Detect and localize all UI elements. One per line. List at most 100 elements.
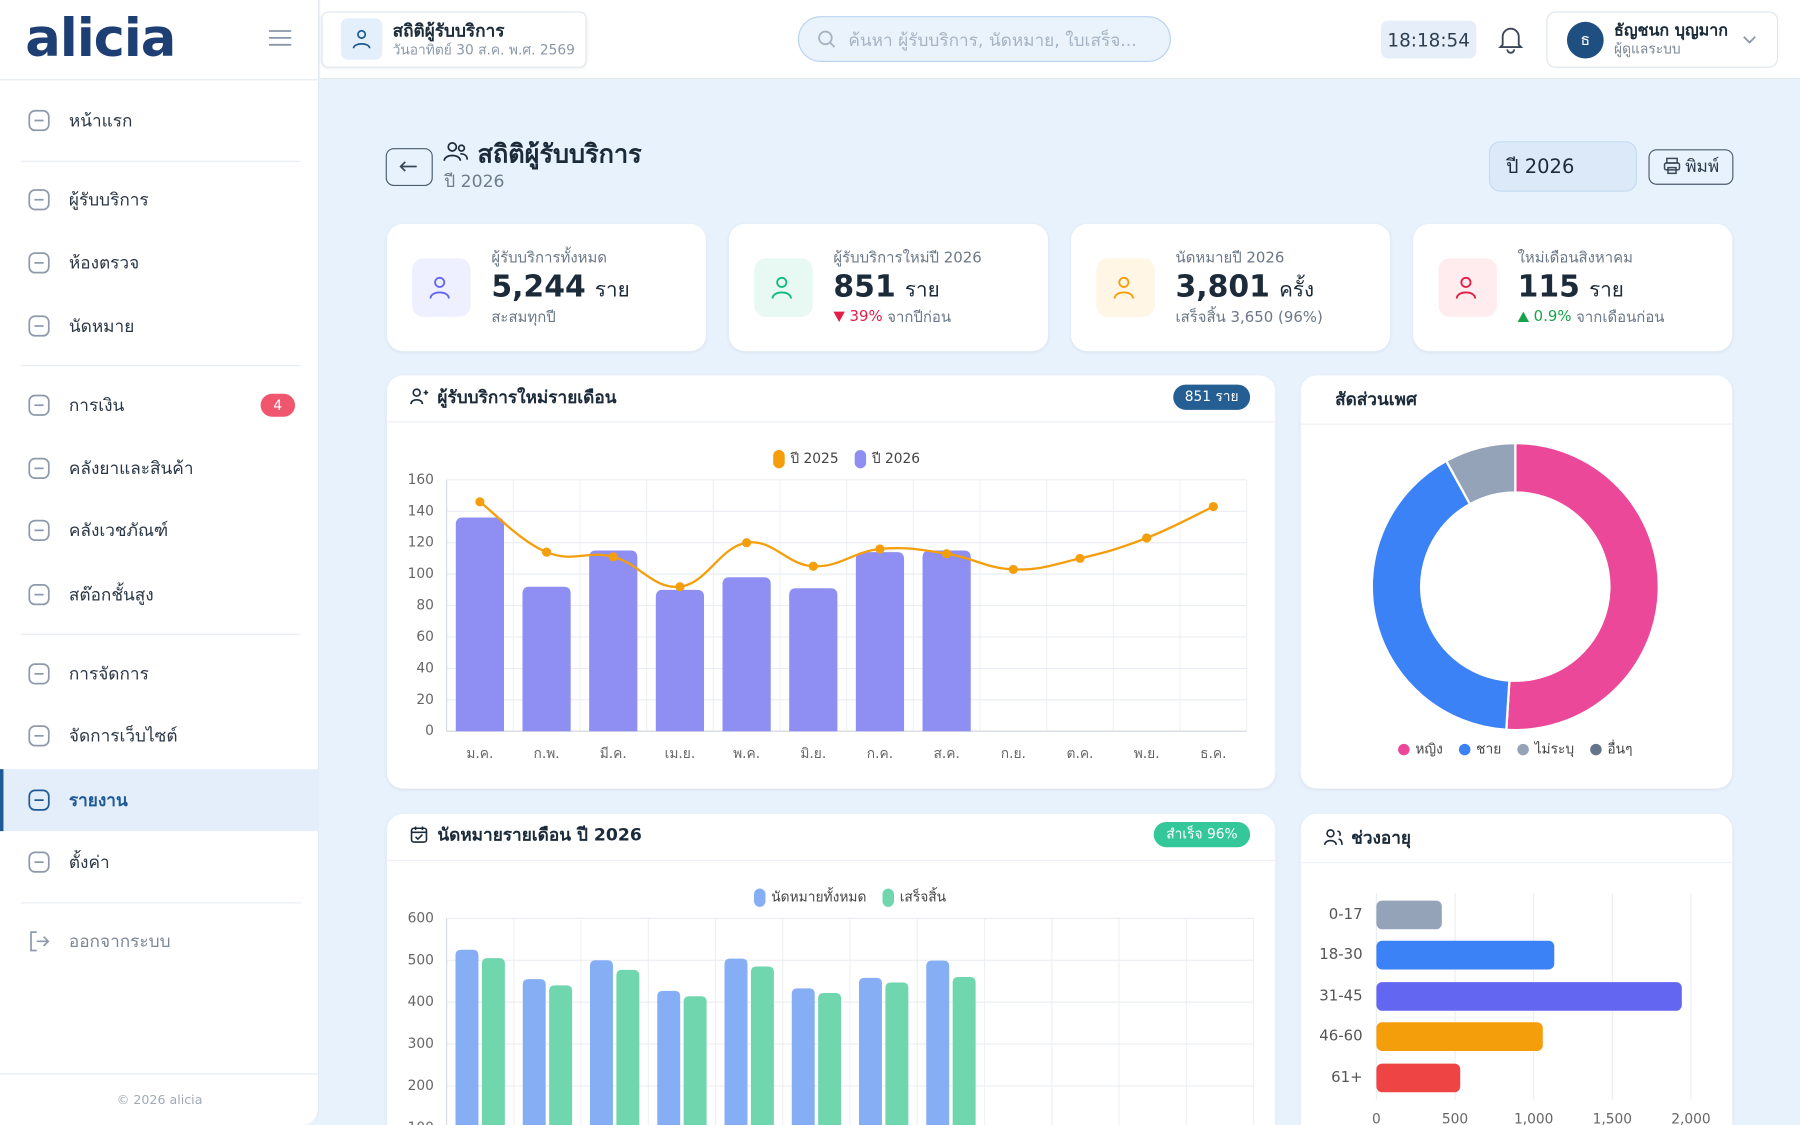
menu-icon (28, 457, 50, 479)
stat-value-row: 5,244 ราย (491, 270, 629, 306)
chevron (1743, 36, 1756, 44)
card-divider (386, 421, 1276, 423)
clock-box (1380, 20, 1477, 59)
page-title: สถิติผู้รับบริการ (477, 140, 642, 170)
bell (1498, 27, 1524, 54)
menu-toggle (268, 30, 292, 46)
stat-unit: ราย (904, 278, 940, 303)
stat-note: สะสมทุกปี (491, 309, 556, 327)
chart-card (1300, 375, 1733, 789)
menu-divider (20, 902, 301, 904)
menu-item[interactable]: สต๊อกชั้นสูง (68, 584, 154, 605)
chart-icon (410, 388, 429, 405)
stat-arrow (833, 311, 845, 323)
chart-icon (410, 826, 428, 843)
menu-item[interactable]: การจัดการ (68, 663, 149, 685)
stat-arrow (1517, 311, 1530, 323)
sidebar (0, 0, 320, 1125)
logo: alicia (25, 6, 176, 69)
menu-item[interactable]: รายงาน (68, 789, 128, 811)
stat-icon (1455, 276, 1477, 299)
menu-icon (28, 851, 50, 873)
footer: © 2026 alicia (116, 1092, 203, 1108)
stat-unit: ราย (1589, 278, 1624, 303)
avatar: ธ (1566, 21, 1604, 59)
stat-note-row: สะสมทุกปี (491, 305, 555, 329)
page-subtitle: ปี 2026 (444, 171, 505, 192)
chart-badge-text: สำเร็จ 96% (1166, 825, 1238, 843)
chart-badge-text: 851 ราย (1184, 388, 1239, 405)
menu-badge: 4 (260, 393, 296, 417)
stat-value: 5,244 (491, 270, 586, 305)
menu-icon (28, 789, 50, 811)
tab-subtitle: วันอาทิตย์ 30 ส.ค. พ.ศ. 2569 (392, 41, 575, 58)
menu-icon (28, 252, 50, 274)
stat-icon (771, 276, 792, 299)
menu-icon (28, 519, 50, 541)
stat-value-row: 3,801 ครั้ง (1176, 270, 1315, 306)
stat-note-row: 0.9% จากเดือนก่อน (1517, 305, 1665, 329)
search[interactable] (797, 16, 1171, 62)
print-text: พิมพ์ (1685, 156, 1720, 177)
stat-unit: ราย (594, 278, 630, 303)
menu-item[interactable]: ผู้รับบริการ (68, 189, 149, 211)
card-divider (1300, 423, 1733, 425)
stat-note: เสร็จสิ้น 3,650 (96%) (1175, 309, 1323, 327)
stat-label: ใหม่เดือนสิงหาคม (1517, 249, 1633, 267)
stat-change: 0.9% (1533, 308, 1572, 326)
stat-value-row: 115 ราย (1518, 270, 1624, 306)
logout[interactable]: ออกจากระบบ (68, 930, 171, 952)
menu-item[interactable]: ตั้งค่า (68, 851, 110, 873)
year-select[interactable] (1488, 141, 1637, 192)
clock: 18:18:54 (1387, 29, 1470, 52)
stat-change: 39% (849, 308, 883, 326)
stat-value: 3,801 (1175, 270, 1270, 305)
search-icon (818, 30, 836, 48)
stat-label: ผู้รับบริการใหม่ปี 2026 (833, 249, 982, 267)
user-role: ผู้ดูแลระบบ (1614, 40, 1681, 57)
chart-title: ช่วงอายุ (1351, 827, 1412, 849)
tab-icon-box (340, 18, 383, 60)
chart-badge (1173, 384, 1251, 410)
stat-value-row: 851 ราย (833, 270, 939, 306)
card-divider (386, 859, 1276, 861)
year-select-text: ปี 2026 (1506, 155, 1575, 179)
menu-item[interactable]: การเงิน (68, 394, 125, 416)
menu-item[interactable]: คลังเวชภัณฑ์ (68, 520, 169, 541)
back-arrow (399, 161, 417, 172)
user-name: ธัญชนก บุญมาก (1614, 21, 1729, 41)
tab-title: สถิติผู้รับบริการ (392, 20, 505, 42)
footer-divider (0, 1073, 320, 1075)
print-icon (1663, 157, 1681, 175)
menu-divider (20, 365, 301, 367)
back-button[interactable] (385, 148, 433, 186)
menu-item[interactable]: หน้าแรก (68, 110, 133, 131)
stat-unit: ครั้ง (1279, 278, 1315, 303)
menu-active-bar (0, 769, 4, 832)
chart-title: ผู้รับบริการใหม่รายเดือน (437, 386, 617, 408)
page-icon (443, 142, 469, 161)
stat-label: ผู้รับบริการทั้งหมด (491, 249, 607, 267)
menu-item[interactable]: คลังยาและสินค้า (68, 458, 194, 479)
stat-value: 851 (833, 270, 896, 305)
menu-icon (28, 189, 50, 211)
stat-note-row: 39% จากปีก่อน (833, 305, 951, 329)
stat-label: นัดหมายปี 2026 (1175, 249, 1285, 267)
chart-icon (1323, 829, 1343, 846)
stat-note-row: เสร็จสิ้น 3,650 (96%) (1176, 305, 1323, 329)
menu-item[interactable]: จัดการเว็บไซต์ (68, 725, 178, 747)
menu-item[interactable]: ห้องตรวจ (68, 252, 140, 274)
menu-item[interactable]: นัดหมาย (68, 315, 135, 337)
chart-card (1300, 813, 1733, 1125)
chart-card (386, 375, 1276, 789)
print-button[interactable] (1648, 149, 1734, 185)
tab-icon (352, 29, 371, 49)
menu-divider (20, 160, 301, 162)
chart-title: นัดหมายรายเดือน ปี 2026 (437, 824, 642, 845)
menu-icon (28, 584, 50, 606)
menu-icon (28, 109, 50, 132)
stat-note: จากปีก่อน (887, 309, 952, 327)
search-placeholder: ค้นหา ผู้รับบริการ, นัดหมาย, ใบเสร็จ... (848, 29, 1137, 51)
